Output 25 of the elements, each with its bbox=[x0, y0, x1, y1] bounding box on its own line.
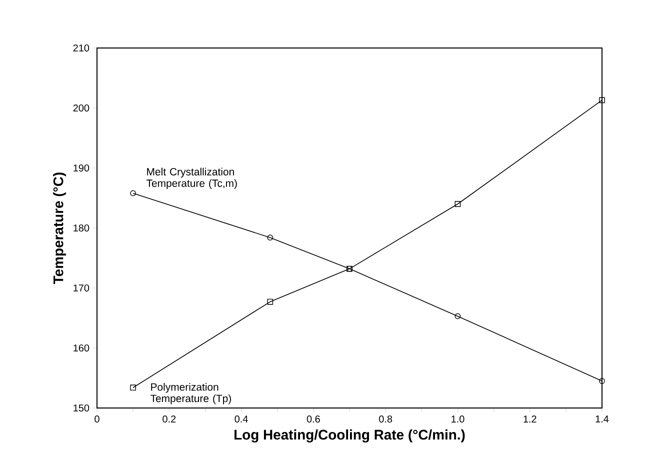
point bbox=[267, 234, 274, 241]
x-tick-label: 0 bbox=[94, 416, 100, 423]
x-tick-label: 0.8 bbox=[379, 416, 392, 423]
y-tick-label: 160 bbox=[74, 344, 90, 352]
y-tick-label: 200 bbox=[73, 104, 90, 112]
point bbox=[130, 384, 136, 391]
x-tick-label: 1.2 bbox=[524, 416, 536, 422]
y-tick-label: 180 bbox=[74, 224, 90, 232]
x-tick-label: 0.2 bbox=[162, 416, 176, 423]
point bbox=[599, 97, 605, 104]
series-label: Polymerization Temperature (Tp) bbox=[150, 383, 231, 404]
point bbox=[454, 313, 461, 320]
x-tick-label: 0.4 bbox=[234, 416, 248, 423]
x-tick-label: 1.4 bbox=[596, 416, 609, 422]
y-tick-label: 150 bbox=[74, 404, 90, 412]
y-tick-label: 170 bbox=[74, 284, 90, 292]
y-axis-title: Temperature (°C) bbox=[53, 172, 66, 284]
point bbox=[267, 298, 274, 305]
y-tick-label: 210 bbox=[73, 44, 90, 52]
point bbox=[454, 201, 461, 207]
x-tick-label: 1.0 bbox=[452, 416, 464, 423]
y-tick-label: 190 bbox=[74, 164, 90, 172]
x-axis-title: Log Heating/Cooling Rate (°C/min.) bbox=[234, 429, 465, 442]
series-label: Melt Crystallization Temperature (Tc,m) bbox=[146, 168, 237, 190]
x-tick-label: 0.6 bbox=[306, 416, 320, 423]
